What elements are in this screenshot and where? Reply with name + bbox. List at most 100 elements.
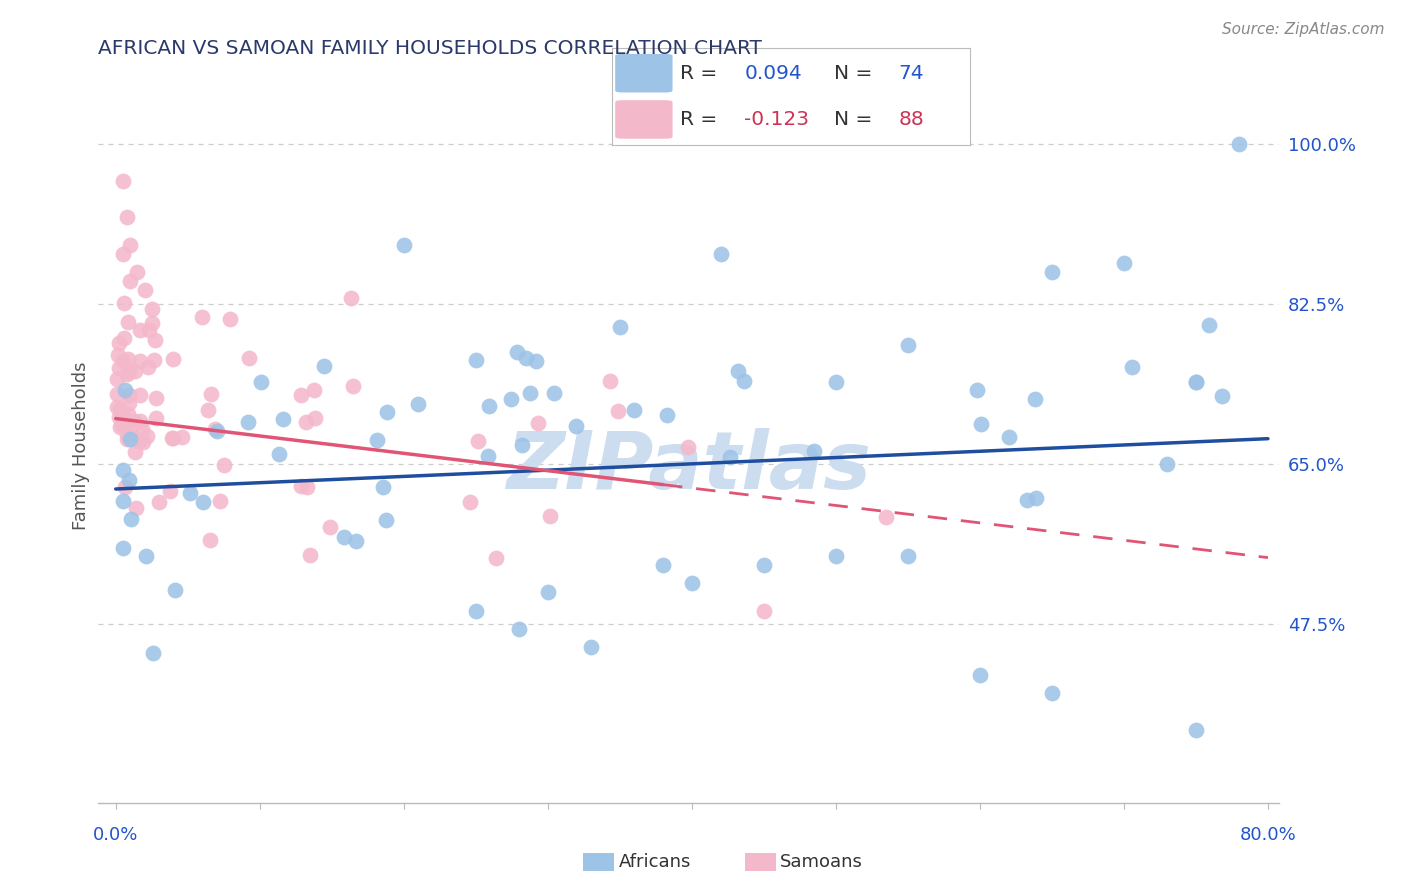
Text: N =: N = bbox=[834, 110, 879, 129]
Point bbox=[897, 338, 920, 352]
Point bbox=[718, 450, 741, 464]
Point bbox=[120, 432, 142, 446]
Text: 0.094: 0.094 bbox=[744, 63, 801, 83]
Point bbox=[342, 378, 364, 392]
Point bbox=[117, 351, 139, 366]
Point bbox=[1211, 388, 1233, 402]
Text: 74: 74 bbox=[898, 63, 924, 83]
Point bbox=[537, 585, 560, 599]
Point bbox=[727, 364, 749, 378]
Point bbox=[271, 412, 294, 426]
Point bbox=[290, 479, 312, 493]
Point bbox=[250, 375, 273, 389]
Point bbox=[142, 646, 165, 660]
Point bbox=[138, 323, 160, 337]
Point bbox=[132, 435, 155, 450]
Point bbox=[214, 458, 236, 472]
Point bbox=[136, 429, 159, 443]
Point bbox=[681, 576, 703, 591]
Point bbox=[1121, 360, 1143, 375]
Point bbox=[122, 414, 145, 428]
Point bbox=[111, 463, 134, 477]
Point bbox=[115, 211, 138, 225]
Point bbox=[458, 494, 481, 508]
Point bbox=[135, 549, 157, 563]
Point bbox=[115, 368, 138, 382]
Point bbox=[160, 431, 183, 445]
Point bbox=[1185, 375, 1208, 389]
Text: AFRICAN VS SAMOAN FAMILY HOUSEHOLDS CORRELATION CHART: AFRICAN VS SAMOAN FAMILY HOUSEHOLDS CORR… bbox=[98, 39, 762, 58]
Point bbox=[375, 405, 398, 419]
Point bbox=[655, 409, 678, 423]
Point bbox=[124, 444, 146, 458]
Point bbox=[1185, 375, 1208, 389]
Point bbox=[1024, 392, 1046, 406]
Point bbox=[524, 354, 547, 368]
Point bbox=[465, 353, 488, 368]
Y-axis label: Family Households: Family Households bbox=[72, 362, 90, 530]
Point bbox=[1040, 686, 1063, 700]
Point bbox=[159, 483, 181, 498]
Point bbox=[204, 422, 226, 436]
Point bbox=[127, 265, 149, 279]
Text: Africans: Africans bbox=[619, 853, 690, 871]
Point bbox=[238, 351, 260, 365]
Point bbox=[318, 520, 340, 534]
Point bbox=[606, 403, 628, 417]
Point bbox=[236, 415, 259, 429]
Point bbox=[148, 495, 170, 509]
Point bbox=[112, 354, 135, 368]
Point bbox=[128, 434, 150, 448]
Point bbox=[145, 411, 167, 425]
Point bbox=[111, 247, 134, 261]
Point bbox=[290, 388, 312, 402]
Point bbox=[112, 295, 135, 310]
Text: 80.0%: 80.0% bbox=[1240, 826, 1296, 844]
Text: R =: R = bbox=[679, 63, 723, 83]
Point bbox=[108, 419, 131, 434]
Point bbox=[565, 418, 588, 433]
Point bbox=[652, 558, 675, 572]
Point bbox=[803, 444, 825, 458]
Point bbox=[107, 348, 129, 362]
Point bbox=[108, 335, 131, 350]
Point bbox=[294, 415, 316, 429]
Text: 88: 88 bbox=[898, 110, 924, 129]
Point bbox=[120, 512, 142, 526]
Text: ZIPatlas: ZIPatlas bbox=[506, 428, 872, 507]
Point bbox=[108, 409, 131, 424]
Point bbox=[141, 316, 163, 330]
Point bbox=[110, 401, 132, 416]
Point bbox=[599, 375, 621, 389]
Point bbox=[191, 494, 214, 508]
FancyBboxPatch shape bbox=[616, 100, 672, 139]
Point bbox=[1156, 458, 1178, 472]
Point bbox=[114, 383, 136, 397]
Point bbox=[1185, 723, 1208, 737]
Point bbox=[118, 395, 141, 409]
Point bbox=[143, 333, 166, 347]
Point bbox=[105, 372, 128, 386]
Point bbox=[897, 549, 920, 563]
Point bbox=[824, 549, 846, 563]
Point bbox=[145, 391, 167, 405]
Point bbox=[623, 402, 645, 417]
Point bbox=[752, 558, 775, 572]
Point bbox=[134, 284, 156, 298]
Point bbox=[111, 541, 134, 556]
Point bbox=[298, 548, 321, 562]
Point bbox=[1227, 137, 1250, 152]
Point bbox=[117, 427, 139, 442]
Point bbox=[141, 301, 163, 316]
Point bbox=[406, 397, 429, 411]
Point bbox=[128, 323, 150, 337]
Point bbox=[297, 480, 319, 494]
Point bbox=[969, 667, 991, 681]
Point bbox=[219, 312, 242, 326]
Point bbox=[143, 352, 166, 367]
Point bbox=[302, 383, 325, 397]
Point bbox=[506, 345, 529, 359]
Point bbox=[118, 366, 141, 380]
Point bbox=[508, 622, 530, 636]
Text: -0.123: -0.123 bbox=[744, 110, 810, 129]
